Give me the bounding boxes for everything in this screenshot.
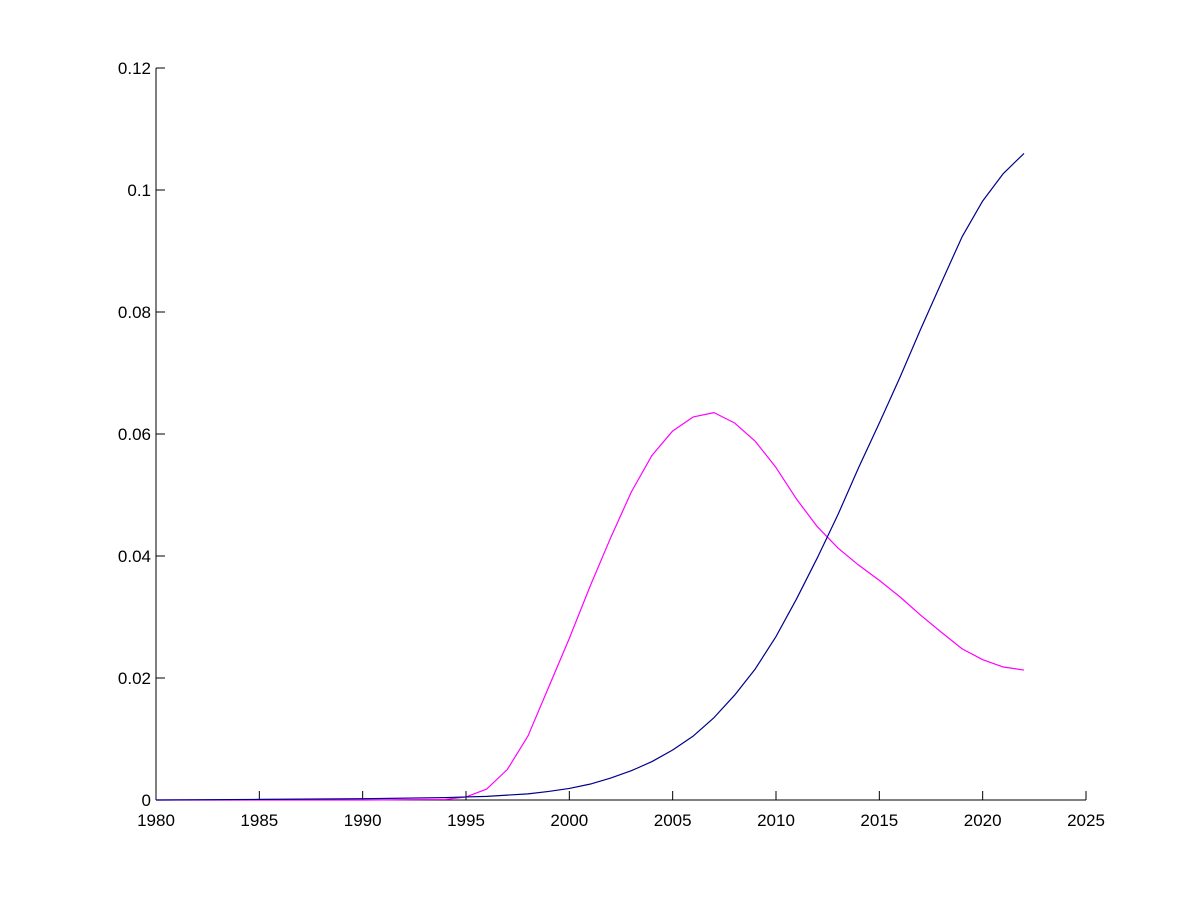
- x-tick-label: 2010: [757, 811, 795, 830]
- x-tick-label: 2025: [1067, 811, 1105, 830]
- x-tick-label: 2015: [860, 811, 898, 830]
- y-tick-label: 0.02: [118, 669, 151, 688]
- x-tick-label: 1990: [344, 811, 382, 830]
- y-tick-label: 0.08: [118, 303, 151, 322]
- x-tick-label: 1985: [240, 811, 278, 830]
- series-line-2: [155, 152, 1025, 801]
- x-tick-label: 1980: [137, 811, 175, 830]
- axes: [155, 68, 1086, 801]
- x-tick-label: 2020: [964, 811, 1002, 830]
- x-axis-ticks: 1980 1985 1990 1995 2000 2005 2010 2015 2020 2025: [137, 791, 1105, 830]
- y-tick-label: 0.1: [127, 181, 151, 200]
- series-lines: [155, 152, 1025, 801]
- y-axis-ticks: 0 0.02 0.04 0.06 0.08 0.1 0.12: [118, 59, 165, 810]
- x-tick-label: 1995: [447, 811, 485, 830]
- y-tick-label: 0.04: [118, 547, 151, 566]
- y-tick-label: 0.12: [118, 59, 151, 78]
- x-tick-label: 2005: [654, 811, 692, 830]
- y-tick-label: 0: [142, 791, 151, 810]
- y-tick-label: 0.06: [118, 425, 151, 444]
- x-tick-label: 2000: [550, 811, 588, 830]
- series-line-1: [156, 412, 1025, 801]
